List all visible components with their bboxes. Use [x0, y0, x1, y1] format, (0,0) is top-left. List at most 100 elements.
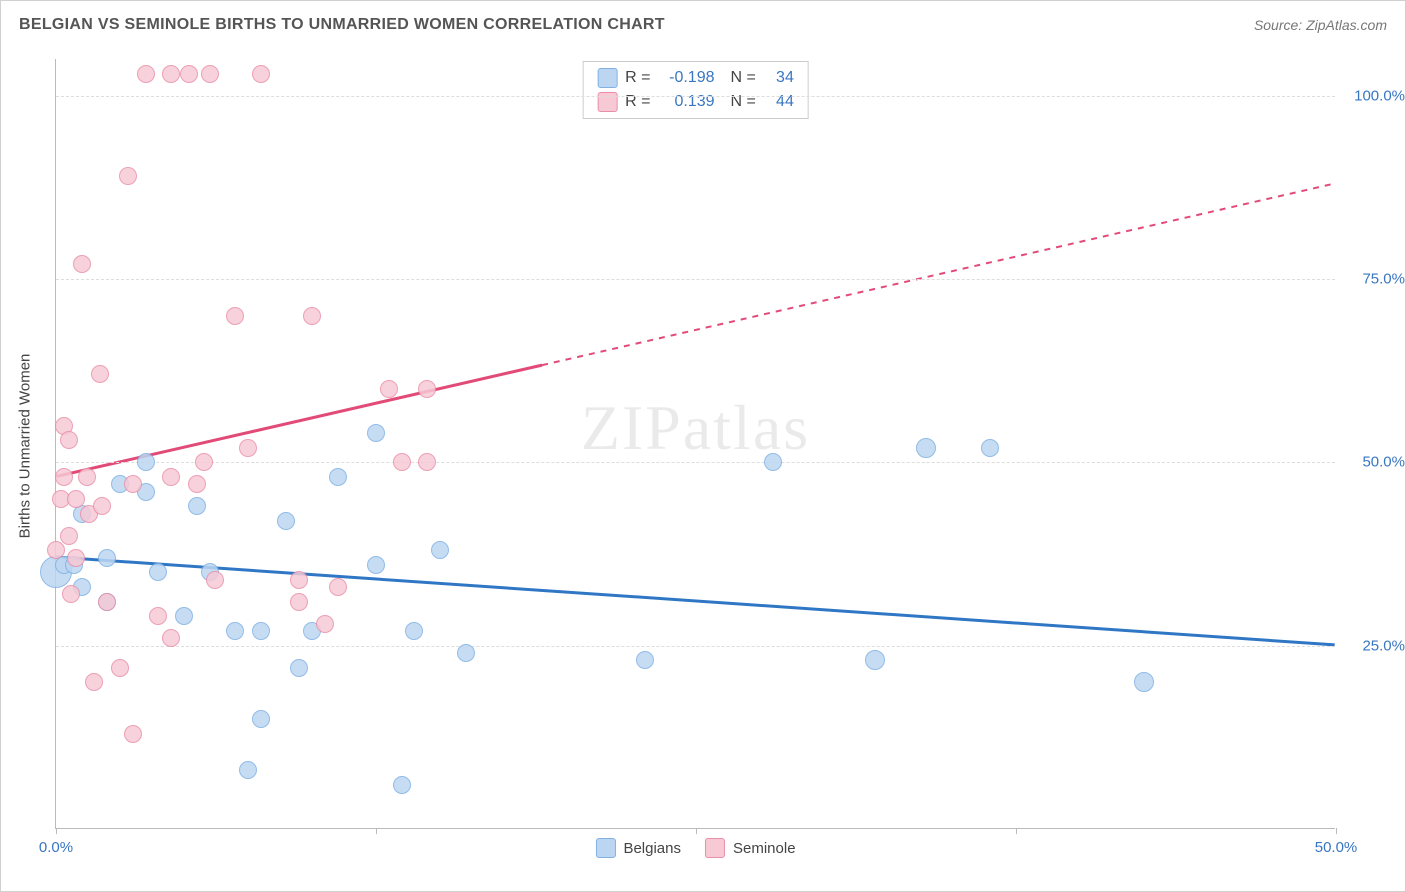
stats-text: R = -0.198 N = 34	[625, 69, 794, 87]
r-label: R =	[625, 69, 650, 87]
data-point	[60, 527, 78, 545]
stats-box: R = -0.198 N = 34 R =0.139N =44	[582, 61, 809, 119]
title-bar: BELGIAN VS SEMINOLE BIRTHS TO UNMARRIED …	[1, 1, 1405, 49]
data-point	[162, 629, 180, 647]
data-point	[916, 438, 936, 458]
x-tick	[1016, 828, 1017, 834]
data-point	[67, 549, 85, 567]
data-point	[124, 725, 142, 743]
data-point	[252, 65, 270, 83]
legend: Belgians Seminole	[595, 838, 795, 858]
data-point	[431, 541, 449, 559]
y-tick-label: 50.0%	[1345, 454, 1405, 471]
y-tick-label: 100.0%	[1345, 87, 1405, 104]
plot-area: ZIPatlas R =-0.198N =34R =0.139N =44 Bel…	[55, 59, 1335, 829]
data-point	[303, 307, 321, 325]
data-point	[329, 578, 347, 596]
data-point	[162, 65, 180, 83]
data-point	[329, 468, 347, 486]
chart-title: BELGIAN VS SEMINOLE BIRTHS TO UNMARRIED …	[19, 16, 665, 34]
data-point	[636, 651, 654, 669]
stats-row: R = -0.198 N = 34	[597, 66, 794, 90]
data-point	[206, 571, 224, 589]
data-point	[175, 607, 193, 625]
gridline-h	[56, 646, 1335, 647]
data-point	[195, 453, 213, 471]
data-point	[162, 468, 180, 486]
trendline-solid	[56, 557, 1334, 645]
data-point	[98, 593, 116, 611]
y-axis-label: Births to Unmarried Women	[17, 354, 34, 539]
data-point	[226, 622, 244, 640]
data-point	[91, 365, 109, 383]
n-value: 34	[762, 69, 794, 87]
legend-label: Seminole	[733, 840, 796, 857]
data-point	[85, 673, 103, 691]
data-point	[367, 556, 385, 574]
data-point	[188, 475, 206, 493]
r-value: -0.198	[657, 69, 715, 87]
legend-item: Belgians	[595, 838, 681, 858]
data-point	[405, 622, 423, 640]
x-tick-label-right: 50.0%	[1315, 839, 1358, 856]
legend-label: Belgians	[623, 840, 681, 857]
data-point	[380, 380, 398, 398]
data-point	[252, 710, 270, 728]
gridline-h	[56, 279, 1335, 280]
data-point	[78, 468, 96, 486]
x-tick	[1336, 828, 1337, 834]
data-point	[98, 549, 116, 567]
data-point	[226, 307, 244, 325]
data-point	[764, 453, 782, 471]
data-point	[149, 563, 167, 581]
data-point	[119, 167, 137, 185]
data-point	[981, 439, 999, 457]
y-tick-label: 25.0%	[1345, 637, 1405, 654]
data-point	[67, 490, 85, 508]
data-point	[47, 541, 65, 559]
data-point	[188, 497, 206, 515]
data-point	[60, 431, 78, 449]
trendline-solid	[56, 365, 542, 476]
x-tick	[56, 828, 57, 834]
data-point	[457, 644, 475, 662]
gridline-h	[56, 462, 1335, 463]
data-point	[367, 424, 385, 442]
data-point	[393, 776, 411, 794]
source-label: Source: ZipAtlas.com	[1254, 17, 1387, 33]
legend-swatch	[595, 838, 615, 858]
x-tick	[376, 828, 377, 834]
data-point	[93, 497, 111, 515]
data-point	[55, 468, 73, 486]
chart-container: BELGIAN VS SEMINOLE BIRTHS TO UNMARRIED …	[0, 0, 1406, 892]
legend-item: Seminole	[705, 838, 796, 858]
data-point	[393, 453, 411, 471]
data-point	[239, 439, 257, 457]
data-point	[252, 622, 270, 640]
data-point	[290, 571, 308, 589]
data-point	[137, 453, 155, 471]
x-tick-label-left: 0.0%	[39, 839, 73, 856]
gridline-h	[56, 96, 1335, 97]
x-tick	[696, 828, 697, 834]
data-point	[149, 607, 167, 625]
data-point	[418, 453, 436, 471]
data-point	[290, 593, 308, 611]
data-point	[277, 512, 295, 530]
trendline-dashed	[542, 184, 1335, 366]
n-label: N =	[731, 69, 756, 87]
data-point	[62, 585, 80, 603]
data-point	[73, 255, 91, 273]
data-point	[137, 65, 155, 83]
stats-row: R =0.139N =44	[597, 90, 794, 114]
data-point	[1134, 672, 1154, 692]
data-point	[865, 650, 885, 670]
stats-swatch	[597, 68, 617, 88]
data-point	[124, 475, 142, 493]
data-point	[290, 659, 308, 677]
data-point	[111, 659, 129, 677]
data-point	[316, 615, 334, 633]
data-point	[418, 380, 436, 398]
legend-swatch	[705, 838, 725, 858]
data-point	[239, 761, 257, 779]
